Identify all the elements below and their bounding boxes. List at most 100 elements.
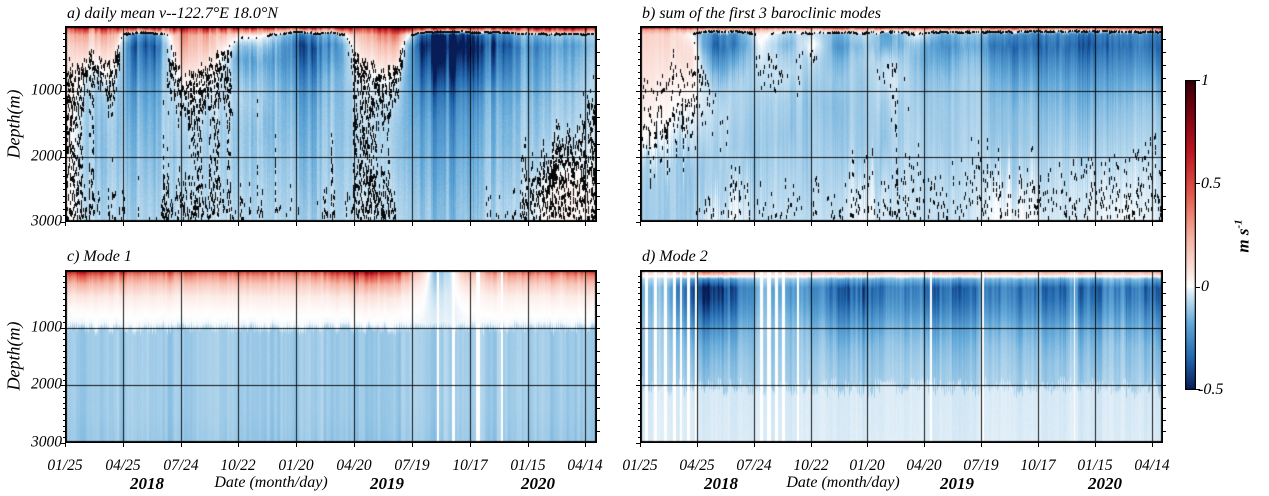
y-right-tick-mark: [1163, 351, 1166, 352]
y-minor-tick-mark: [63, 310, 65, 311]
y-minor-tick-mark: [63, 39, 65, 40]
y-right-tick-mark: [597, 52, 600, 53]
x-tick-mark: [470, 443, 471, 447]
y-right-tick-mark: [597, 397, 600, 398]
y-major-tick-mark: [636, 443, 640, 444]
y-minor-tick-mark: [63, 357, 65, 358]
y-right-tick-mark: [597, 362, 600, 363]
panel-a-heatmap: [65, 26, 597, 222]
y-minor-tick-mark: [638, 403, 640, 404]
year-label: 2020: [1088, 474, 1122, 493]
x-tick-mark: [296, 222, 297, 226]
x-tick-mark: [1152, 443, 1153, 447]
x-tick-mark: [238, 443, 239, 447]
y-minor-tick-mark: [63, 403, 65, 404]
x-tick-label: 01/15: [510, 457, 546, 474]
y-minor-tick-mark: [638, 104, 640, 105]
x-tick-mark: [65, 222, 66, 226]
y-right-tick-mark: [1163, 39, 1166, 40]
y-right-tick-mark: [1163, 282, 1166, 283]
y-minor-tick-mark: [63, 397, 65, 398]
y-right-tick-mark: [1163, 52, 1166, 53]
y-minor-tick-mark: [63, 437, 65, 438]
y-minor-tick-mark: [63, 33, 65, 34]
x-tick-mark: [640, 222, 641, 226]
y-major-tick-mark: [636, 222, 640, 223]
y-minor-tick-mark: [638, 282, 640, 283]
x-tick-mark: [65, 443, 66, 447]
y-minor-tick-mark: [63, 163, 65, 164]
y-right-tick-mark: [597, 374, 600, 375]
y-right-tick-mark: [597, 209, 600, 210]
y-minor-tick-mark: [63, 85, 65, 86]
colorbar: [1185, 80, 1196, 390]
y-minor-tick-mark: [638, 351, 640, 352]
y-minor-tick-mark: [63, 202, 65, 203]
y-right-tick-mark: [597, 316, 600, 317]
y-major-tick-mark: [636, 385, 640, 386]
y-minor-tick-mark: [63, 209, 65, 210]
colorbar-unit-label: m s-1: [1232, 219, 1253, 253]
y-minor-tick-mark: [63, 316, 65, 317]
y-minor-tick-mark: [63, 176, 65, 177]
y-right-tick-mark: [1163, 420, 1166, 421]
y-minor-tick-mark: [638, 357, 640, 358]
y-tick-label: 2000: [31, 147, 62, 165]
y-minor-tick-mark: [638, 39, 640, 40]
x-tick-mark: [181, 443, 182, 447]
y-minor-tick-mark: [638, 310, 640, 311]
y-minor-tick-mark: [63, 137, 65, 138]
x-tick-label: 10/17: [452, 457, 488, 474]
y-minor-tick-mark: [638, 78, 640, 79]
colorbar-tick-mark: [1196, 183, 1200, 184]
y-right-tick-mark: [597, 351, 600, 352]
y-minor-tick-mark: [63, 196, 65, 197]
y-minor-tick-mark: [638, 117, 640, 118]
y-right-tick-mark: [1163, 209, 1166, 210]
y-major-tick-mark: [61, 385, 65, 386]
y-minor-tick-mark: [638, 414, 640, 415]
y-minor-tick-mark: [638, 287, 640, 288]
y-right-tick-mark: [1163, 196, 1166, 197]
x-tick-label: 01/15: [1077, 457, 1113, 474]
y-right-tick-mark: [1163, 104, 1166, 105]
y-minor-tick-mark: [638, 46, 640, 47]
y-right-tick-mark: [1163, 170, 1166, 171]
y-minor-tick-mark: [63, 391, 65, 392]
x-tick-mark: [585, 443, 586, 447]
y-minor-tick-mark: [638, 65, 640, 66]
y-minor-tick-mark: [638, 316, 640, 317]
x-tick-mark: [981, 443, 982, 447]
x-tick-mark: [811, 443, 812, 447]
x-tick-label: 07/19: [394, 457, 430, 474]
y-minor-tick-mark: [63, 362, 65, 363]
y-minor-tick-mark: [638, 397, 640, 398]
y-right-tick-mark: [597, 170, 600, 171]
y-minor-tick-mark: [638, 374, 640, 375]
y-minor-tick-mark: [638, 368, 640, 369]
y-right-tick-mark: [1163, 374, 1166, 375]
y-minor-tick-mark: [638, 170, 640, 171]
y-tick-label: 1000: [31, 318, 62, 336]
x-tick-label: 04/14: [1134, 457, 1170, 474]
y-minor-tick-mark: [63, 287, 65, 288]
x-tick-label: 04/25: [105, 457, 141, 474]
x-tick-mark: [123, 222, 124, 226]
y-minor-tick-mark: [63, 111, 65, 112]
y-minor-tick-mark: [63, 408, 65, 409]
x-tick-mark: [585, 222, 586, 226]
y-minor-tick-mark: [63, 72, 65, 73]
x-tick-mark: [867, 222, 868, 226]
colorbar-tick-mark: [1196, 389, 1200, 390]
y-major-tick-mark: [636, 91, 640, 92]
x-tick-mark: [867, 443, 868, 447]
y-minor-tick-mark: [638, 52, 640, 53]
y-right-tick-mark: [1163, 144, 1166, 145]
y-minor-tick-mark: [638, 176, 640, 177]
y-minor-tick-mark: [638, 437, 640, 438]
y-minor-tick-mark: [638, 293, 640, 294]
y-minor-tick-mark: [638, 215, 640, 216]
x-tick-mark: [1095, 222, 1096, 226]
y-minor-tick-mark: [638, 196, 640, 197]
y-tick-label: 1000: [31, 81, 62, 99]
